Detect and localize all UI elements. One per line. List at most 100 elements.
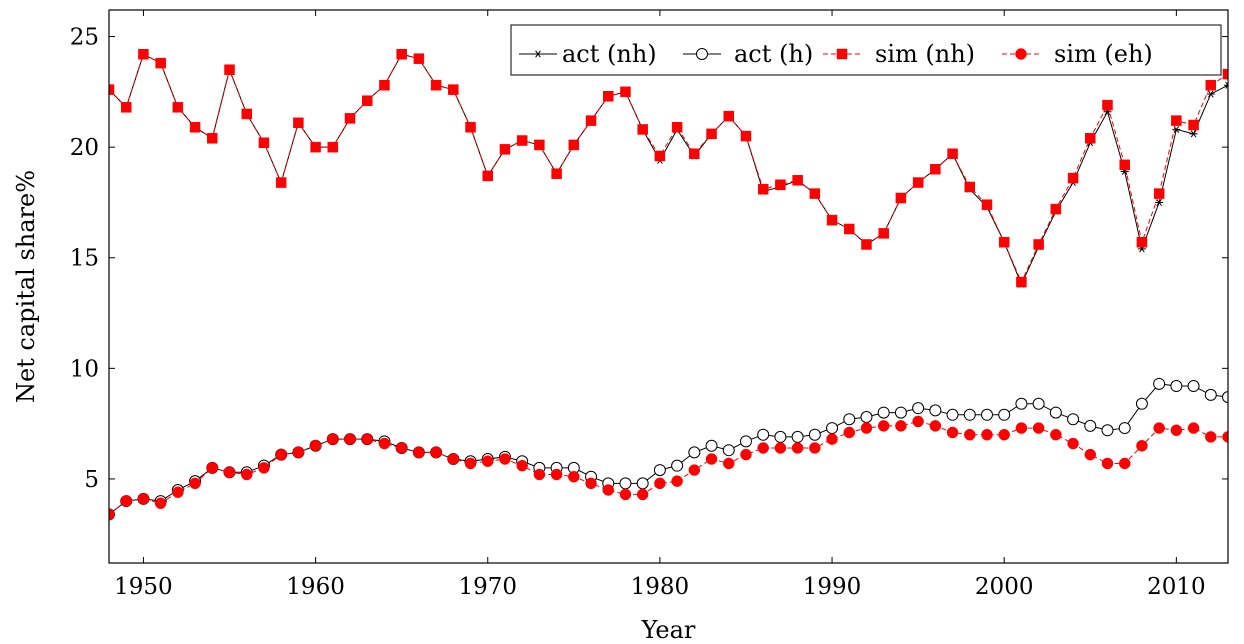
data-point <box>155 57 166 69</box>
data-point <box>964 181 976 193</box>
series-line <box>109 383 1228 515</box>
data-point <box>963 408 976 421</box>
y-tick-label: 20 <box>70 135 99 161</box>
data-point <box>619 488 632 501</box>
legend-label: act (nh) <box>562 40 657 68</box>
data-point <box>740 130 752 142</box>
data-point <box>688 464 701 476</box>
data-point <box>878 228 889 239</box>
data-point <box>929 404 942 417</box>
data-point <box>809 188 821 199</box>
data-point <box>516 135 528 146</box>
data-point <box>930 164 941 175</box>
data-point <box>1102 99 1113 111</box>
data-point <box>1153 377 1166 390</box>
legend-marker <box>696 48 708 60</box>
data-point <box>739 435 752 448</box>
y-tick-label: 25 <box>70 25 99 51</box>
data-point <box>998 428 1010 441</box>
data-point <box>602 484 614 496</box>
data-point <box>293 117 304 129</box>
legend: act (nh) act (h) sim (nh) sim (eh) <box>510 24 1222 76</box>
data-point <box>654 477 666 490</box>
y-tick-label: 5 <box>84 467 99 493</box>
data-point <box>826 422 839 435</box>
data-point <box>223 466 236 479</box>
data-point <box>499 144 511 155</box>
data-point <box>826 433 838 445</box>
data-point <box>1049 406 1062 419</box>
x-tick-label: 1990 <box>803 574 862 600</box>
data-point <box>534 139 545 151</box>
data-point <box>1067 437 1079 450</box>
data-point <box>689 148 700 160</box>
data-point <box>722 444 735 457</box>
x-tick-label: 1960 <box>286 574 345 600</box>
series-line <box>109 53 1228 286</box>
data-point <box>791 442 804 454</box>
data-point <box>723 457 735 470</box>
data-point <box>705 439 718 452</box>
data-point <box>946 408 959 421</box>
data-point <box>1204 388 1217 401</box>
data-point <box>826 214 838 226</box>
legend-label: sim (eh) <box>1054 40 1153 68</box>
data-point <box>740 448 752 461</box>
data-point <box>1170 380 1183 393</box>
data-point <box>258 137 270 148</box>
legend-entry: act (nh) <box>519 40 657 68</box>
data-point <box>895 420 907 432</box>
data-point <box>844 223 855 235</box>
series-act-nh <box>109 50 1228 288</box>
data-point <box>395 442 408 454</box>
data-point <box>964 428 976 441</box>
data-point <box>585 115 597 126</box>
data-point <box>981 199 993 210</box>
data-point <box>774 442 787 454</box>
data-point <box>637 124 648 135</box>
legend-entry: act (h) <box>683 40 813 68</box>
data-point <box>1032 422 1045 434</box>
data-point <box>929 420 942 432</box>
data-point <box>1118 422 1131 435</box>
data-point <box>378 437 391 450</box>
data-point <box>1135 397 1148 410</box>
x-axis-label: Year <box>641 616 696 644</box>
data-point <box>1153 422 1165 434</box>
data-point <box>861 239 872 250</box>
data-point <box>912 415 924 428</box>
data-point <box>981 428 993 441</box>
data-point <box>327 141 339 153</box>
data-point <box>344 113 356 124</box>
data-point <box>1084 419 1097 432</box>
data-point <box>1187 422 1200 434</box>
data-point <box>240 468 253 481</box>
data-point <box>843 413 856 426</box>
data-point <box>946 426 959 439</box>
data-point <box>1084 448 1097 461</box>
data-point <box>1067 413 1080 426</box>
data-point <box>877 420 890 432</box>
x-tick-label: 1980 <box>631 574 690 600</box>
data-point <box>516 459 528 472</box>
data-point <box>671 121 683 133</box>
data-point <box>1032 397 1045 410</box>
data-point <box>568 470 580 483</box>
data-point <box>636 488 649 501</box>
data-point <box>791 430 804 443</box>
data-point <box>109 508 115 521</box>
data-point <box>1222 68 1228 80</box>
data-point <box>774 430 787 443</box>
data-point <box>757 442 769 454</box>
data-point <box>172 486 184 498</box>
x-tick-label: 1950 <box>114 574 173 600</box>
data-point <box>671 459 684 472</box>
data-point <box>258 462 270 474</box>
data-point <box>189 477 201 490</box>
data-point <box>499 453 511 465</box>
data-point <box>310 141 321 153</box>
data-point <box>775 179 786 190</box>
data-point <box>792 175 803 186</box>
